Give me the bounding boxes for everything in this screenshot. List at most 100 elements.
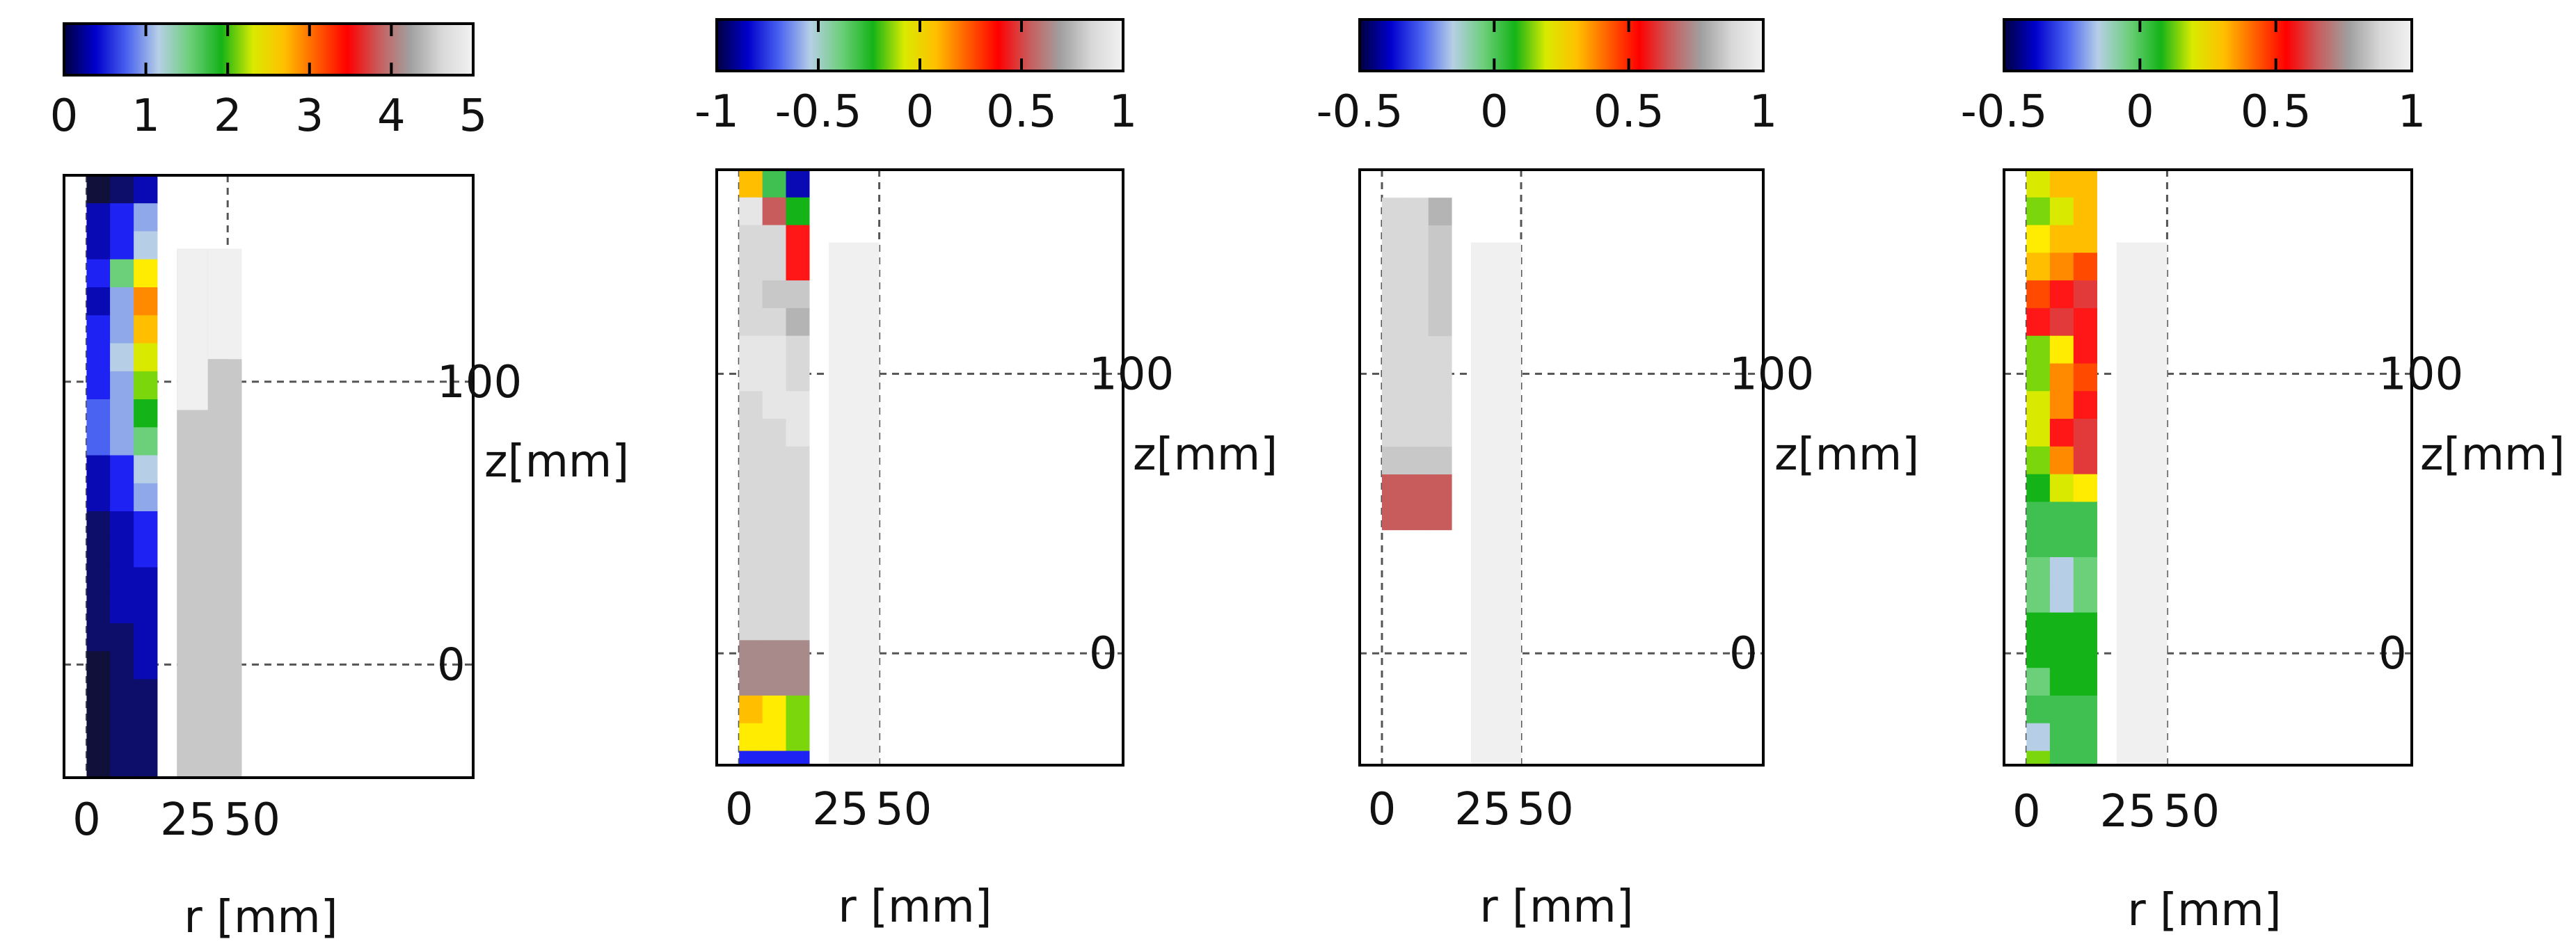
heatmap-cell bbox=[762, 502, 787, 530]
heatmap-cell bbox=[134, 455, 158, 484]
heatmap-cell bbox=[1428, 363, 1452, 392]
heatmap-cell bbox=[134, 763, 158, 778]
heatmap-cell bbox=[786, 280, 810, 309]
heatmap-cell bbox=[110, 623, 134, 652]
y-tick-label: 0 bbox=[1089, 628, 1118, 680]
heatmap-cell bbox=[110, 511, 134, 540]
heatmap-cell bbox=[786, 502, 810, 530]
heatmap-cell bbox=[2026, 391, 2051, 419]
heatmap-cell bbox=[2073, 280, 2097, 309]
heatmap-cell bbox=[1405, 225, 1429, 254]
heatmap-cell bbox=[762, 446, 787, 475]
heatmap-cell bbox=[110, 567, 134, 596]
heatmap-cell bbox=[2049, 557, 2074, 586]
y-axis-label: z[mm] bbox=[1133, 429, 1278, 481]
heatmap-cell bbox=[2049, 252, 2074, 281]
heatmap-cell bbox=[2049, 225, 2074, 253]
heatmap-cell bbox=[2026, 170, 2051, 198]
colorbar-tick-label: 0.5 bbox=[2241, 86, 2312, 138]
heatmap-cell bbox=[2073, 695, 2097, 724]
heatmap-cell bbox=[110, 343, 134, 372]
heatmap-cell bbox=[786, 584, 810, 614]
heatmap-cell bbox=[86, 427, 111, 456]
x-tick-label: 25 bbox=[2100, 786, 2156, 837]
colorbar-tick-label: 0 bbox=[2126, 86, 2154, 138]
heatmap-cell bbox=[86, 399, 111, 428]
heatmap-cell bbox=[2073, 197, 2097, 226]
heatmap-cell bbox=[2073, 723, 2097, 752]
heatmap-cell bbox=[2049, 446, 2074, 475]
heatmap-cell bbox=[134, 259, 158, 288]
heatmap-cell bbox=[1405, 419, 1429, 447]
heatmap-cell bbox=[110, 539, 134, 568]
heatmap-cell bbox=[2026, 335, 2051, 364]
heatmap-cell bbox=[2049, 584, 2074, 614]
heatmap-cell bbox=[86, 763, 111, 778]
colorbar-tick-label: 5 bbox=[459, 90, 488, 142]
heatmap-cell bbox=[739, 529, 763, 558]
heatmap-cell bbox=[762, 170, 787, 198]
heatmap-cell bbox=[786, 307, 810, 337]
heatmap-cell bbox=[86, 371, 111, 400]
colorbar-tick-label: 1 bbox=[1109, 86, 1138, 138]
heatmap-cell bbox=[110, 707, 134, 736]
heatmap-cell bbox=[86, 539, 111, 568]
x-tick-label: 25 bbox=[1454, 784, 1511, 835]
heatmap-cell bbox=[134, 707, 158, 736]
heatmap-cell bbox=[2026, 363, 2051, 392]
heatmap-cell bbox=[2026, 584, 2051, 614]
heatmap-cell bbox=[110, 679, 134, 708]
heatmap-cell bbox=[762, 668, 787, 696]
heatmap-cell bbox=[134, 679, 158, 708]
heatmap-cell bbox=[1428, 336, 1452, 364]
heatmap-cell bbox=[1428, 252, 1452, 282]
x-tick-label: 50 bbox=[223, 794, 280, 846]
heatmap-cell bbox=[1405, 363, 1429, 392]
heatmap-cell bbox=[134, 623, 158, 652]
heatmap-cell bbox=[786, 668, 810, 696]
region bbox=[2116, 242, 2168, 765]
heatmap-cell bbox=[86, 483, 111, 512]
heatmap-cell bbox=[1382, 308, 1406, 337]
heatmap-cell bbox=[86, 203, 111, 232]
heatmap-cell bbox=[1405, 280, 1429, 309]
heatmap-cell bbox=[2049, 612, 2074, 641]
heatmap-cell bbox=[1382, 252, 1406, 282]
colorbar-tick-label: 4 bbox=[377, 90, 406, 142]
x-axis-label: r [mm] bbox=[184, 892, 337, 943]
region bbox=[829, 242, 880, 765]
heatmap-cell bbox=[110, 427, 134, 456]
heatmap-cell bbox=[134, 735, 158, 764]
heatmap-cell bbox=[739, 335, 763, 364]
heatmap-cell bbox=[2026, 307, 2051, 337]
heatmap-cell bbox=[86, 623, 111, 652]
heatmap-cell bbox=[2073, 252, 2097, 281]
heatmap-cell bbox=[110, 371, 134, 400]
heatmap-cell bbox=[2026, 419, 2051, 447]
heatmap-cell bbox=[86, 707, 111, 736]
heatmap-cell bbox=[2049, 280, 2074, 309]
heatmap-panel-4: -0.5 0 0.5 1 0 100 z[mm] 0 25 50 r [mm] bbox=[1961, 18, 2565, 936]
y-tick-label: 0 bbox=[1729, 628, 1758, 680]
colorbar bbox=[1358, 18, 1765, 72]
heatmap-cell bbox=[134, 287, 158, 316]
heatmap-cell bbox=[110, 595, 134, 624]
plot-frame bbox=[715, 168, 1124, 767]
plot-frame bbox=[2003, 168, 2413, 767]
heatmap-cell bbox=[2073, 391, 2097, 419]
heatmap-cell bbox=[786, 335, 810, 364]
heatmap-cell bbox=[739, 307, 763, 337]
heatmap-cell bbox=[2026, 446, 2051, 475]
heatmap-cell bbox=[762, 335, 787, 364]
heatmap-cell bbox=[2073, 170, 2097, 198]
colorbar-tick-label: 0 bbox=[906, 86, 935, 138]
heatmap-cell bbox=[739, 280, 763, 309]
heatmap-cell bbox=[786, 446, 810, 475]
heatmap-cell bbox=[2049, 419, 2074, 447]
y-axis-label: z[mm] bbox=[1774, 429, 1919, 481]
heatmap-cell bbox=[739, 252, 763, 281]
heatmap-cell bbox=[739, 751, 763, 766]
heatmap-cell bbox=[134, 511, 158, 540]
heatmap-cell bbox=[1382, 336, 1406, 364]
